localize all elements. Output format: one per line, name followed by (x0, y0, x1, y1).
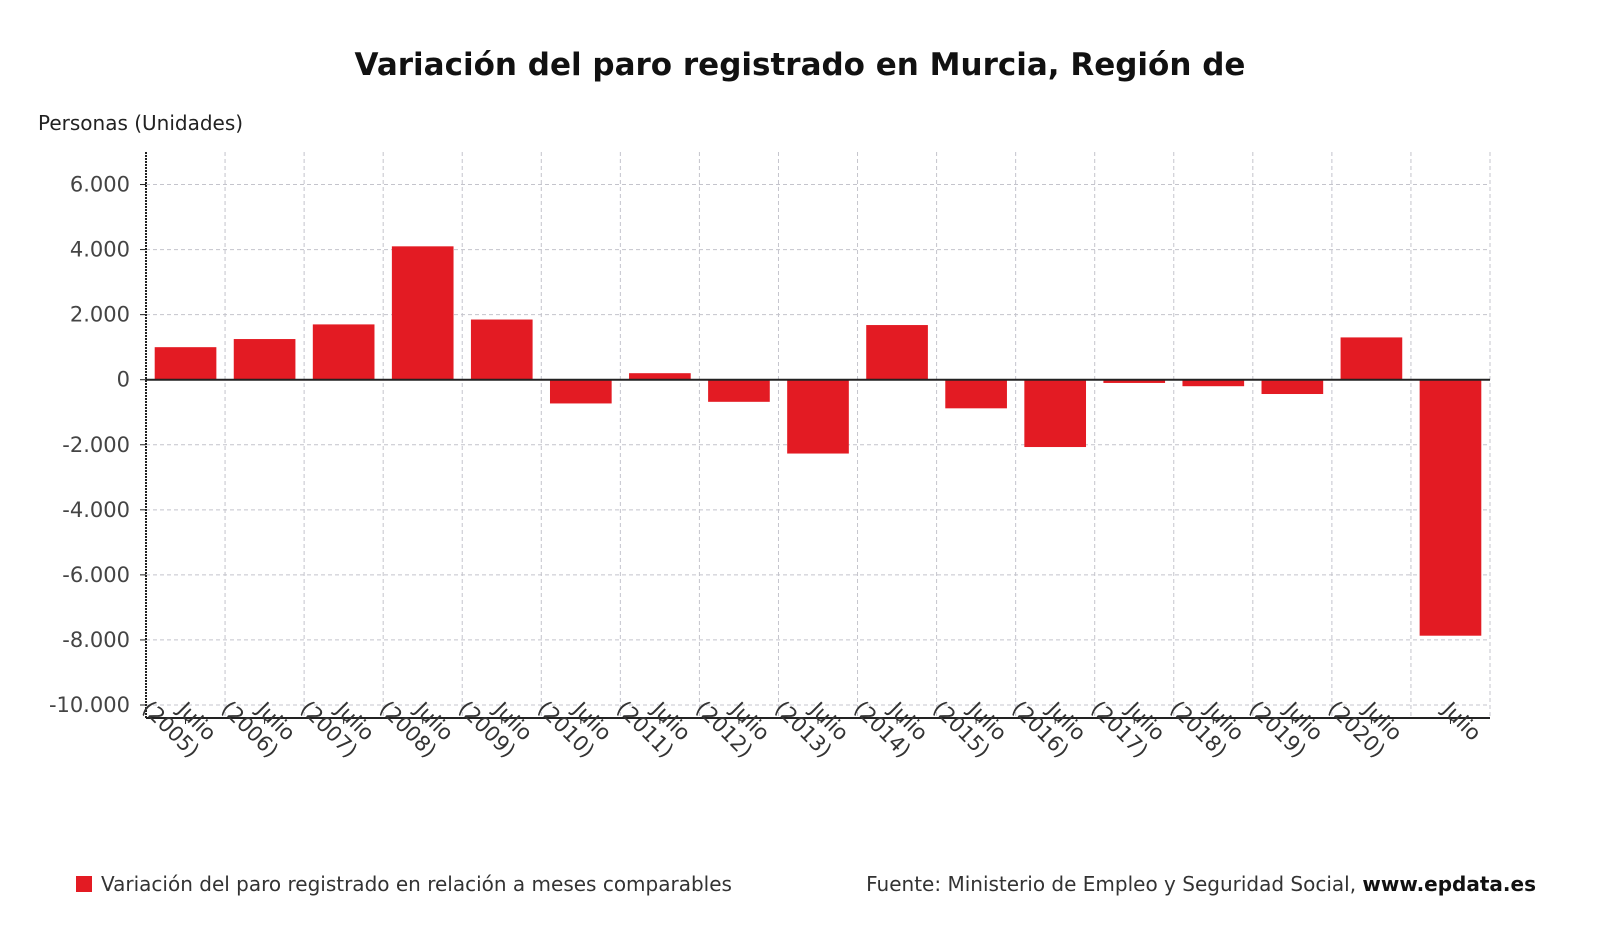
x-tick-label: Julio(2020) (1324, 679, 1407, 762)
y-tick-label: 6.000 (70, 173, 130, 197)
bar (1103, 379, 1166, 383)
x-tick-label: Julio(2006) (217, 679, 300, 762)
source-note: Fuente: Ministerio de Empleo y Seguridad… (866, 872, 1536, 896)
bar (866, 325, 928, 380)
bar (312, 324, 375, 380)
x-tick-label: Julio(2012) (691, 679, 774, 762)
bar (1182, 379, 1245, 387)
bar (233, 339, 296, 380)
x-tick-label: Julio(2007) (296, 679, 379, 762)
x-tick-label: Julio(2008) (375, 679, 458, 762)
y-tick-label: 2.000 (70, 303, 130, 327)
bar (1261, 379, 1324, 395)
bar (391, 246, 454, 380)
bar (1419, 379, 1482, 636)
legend: Variación del paro registrado en relació… (76, 872, 732, 896)
legend-label: Variación del paro registrado en relació… (101, 872, 732, 896)
x-tick-label: Julio(2015) (928, 679, 1011, 762)
x-tick-label: Julio(2010) (533, 679, 616, 762)
x-tick-label: Julio(2019) (1244, 679, 1327, 762)
y-tick-label: 0 (117, 368, 130, 392)
bar (787, 379, 849, 454)
y-tick-label: -8.000 (62, 628, 130, 652)
x-tick-label: Julio(2009) (454, 679, 537, 762)
bar (549, 379, 612, 404)
legend-swatch (76, 876, 92, 892)
x-tick-label: Julio(2011) (612, 679, 695, 762)
x-tick-label: Julio(2014) (849, 679, 932, 762)
x-tick-label: Julio(2005) (138, 679, 221, 762)
y-tick-label: 4.000 (70, 238, 130, 262)
x-tick-label: Julio(2016) (1007, 679, 1090, 762)
y-tick-label: -10.000 (49, 693, 130, 717)
chart-title: Variación del paro registrado en Murcia,… (355, 47, 1246, 83)
bar (945, 379, 1007, 409)
source-site: www.epdata.es (1362, 872, 1536, 896)
x-tick-label: Julio(2013) (770, 679, 853, 762)
source-text: Fuente: Ministerio de Empleo y Seguridad… (866, 872, 1363, 896)
y-tick-label: -2.000 (62, 433, 130, 457)
bar (629, 373, 691, 380)
y-axis-label: Personas (Unidades) (38, 111, 243, 135)
y-tick-label: -4.000 (62, 498, 130, 522)
x-tick-label-line: Julio (1436, 696, 1486, 746)
y-tick-label: -6.000 (62, 563, 130, 587)
bar (154, 347, 217, 380)
bar (708, 379, 770, 402)
bar (1024, 379, 1087, 448)
plot-area: 6.000 4.000 2.000 0 -2.000 -4.000 -6.000 -8.000… (49, 152, 1491, 763)
bar (1340, 337, 1403, 380)
bar (470, 319, 533, 380)
x-tick-label: Julio (1436, 696, 1486, 746)
x-tick-label: Julio(2017) (1086, 679, 1169, 762)
x-tick-label: Julio(2018) (1165, 679, 1248, 762)
